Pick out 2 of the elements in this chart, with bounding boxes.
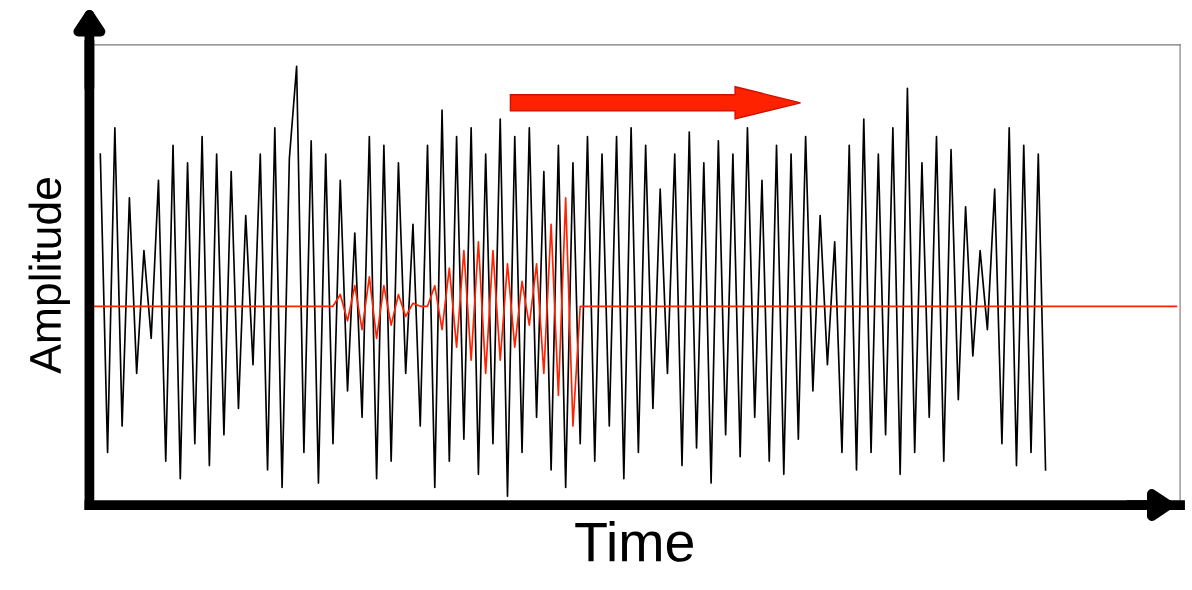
- y-axis-title: Amplitude: [28, 178, 70, 374]
- x-axis-title: Time: [575, 521, 693, 562]
